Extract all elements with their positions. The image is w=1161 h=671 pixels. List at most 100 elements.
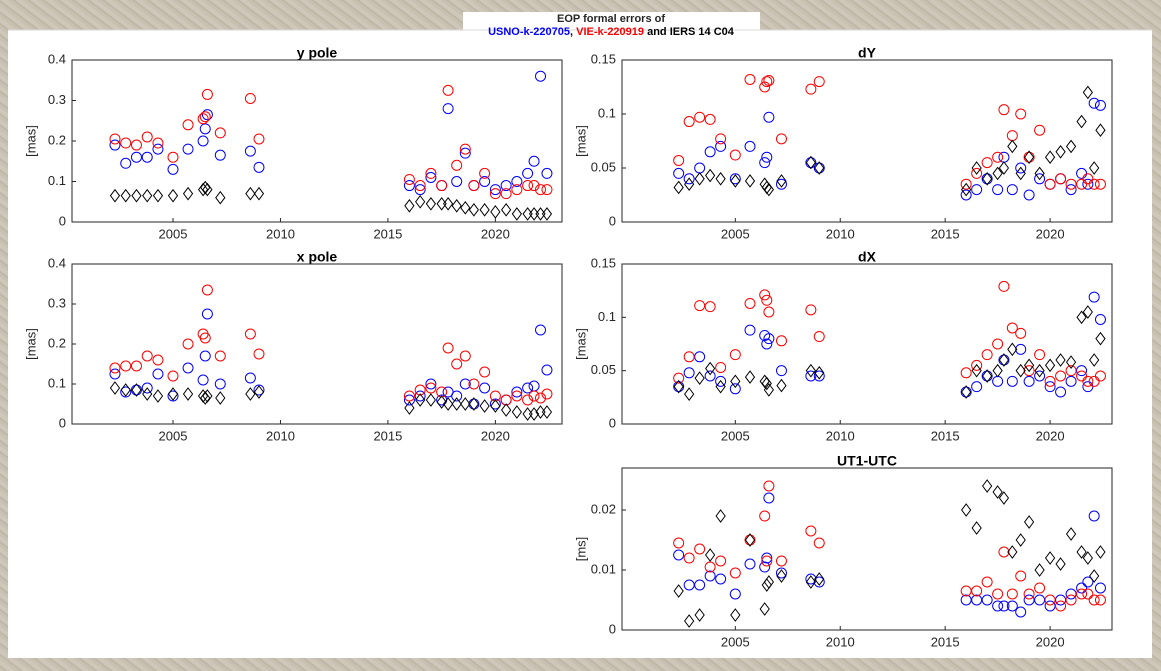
x-tick-label: 2020 — [1036, 226, 1065, 241]
diamond-marker — [1076, 310, 1087, 325]
circle-marker — [414, 390, 426, 402]
diamond-marker — [1015, 533, 1026, 547]
diamond-marker — [490, 399, 501, 413]
circle-marker — [1034, 370, 1046, 382]
y-axis-label: [ms] — [573, 537, 588, 562]
y-tick-label: 0.15 — [591, 51, 616, 66]
diamond-marker — [971, 161, 982, 175]
x-tick-label: 2015 — [931, 634, 960, 649]
circle-marker — [775, 133, 787, 145]
circle-marker — [971, 184, 983, 196]
circle-marker — [813, 370, 825, 382]
circle-marker — [813, 331, 825, 343]
circle-marker — [459, 147, 471, 159]
circle-marker — [729, 173, 741, 185]
circle-marker — [120, 360, 132, 372]
diamond-marker — [715, 379, 726, 394]
circle-marker — [535, 392, 547, 404]
circle-marker — [479, 176, 491, 187]
diamond-marker — [142, 188, 153, 203]
circle-marker — [244, 92, 256, 104]
circle-marker — [998, 546, 1010, 558]
circle-marker — [759, 157, 771, 169]
circle-marker — [425, 378, 437, 390]
diamond-marker — [404, 198, 415, 213]
circle-marker — [1065, 375, 1077, 387]
circle-marker — [1082, 173, 1094, 185]
circle-marker — [451, 358, 463, 370]
diamond-marker — [215, 391, 226, 405]
diamond-marker — [451, 198, 462, 213]
diamond-marker — [763, 575, 775, 589]
circle-marker — [971, 381, 983, 393]
diamond-marker — [1082, 305, 1093, 319]
circle-marker — [522, 382, 534, 394]
diamond-marker — [744, 370, 756, 384]
diamond-marker — [971, 363, 982, 378]
circle-marker — [141, 131, 153, 143]
circle-marker — [1015, 162, 1027, 174]
diamond-marker — [1065, 355, 1077, 369]
diamond-marker — [245, 387, 256, 401]
circle-marker — [141, 350, 153, 362]
circle-marker — [152, 137, 164, 149]
circle-marker — [167, 151, 179, 163]
x-tick-label: 2015 — [931, 428, 960, 443]
circle-marker — [197, 135, 209, 147]
circle-marker — [759, 510, 771, 522]
circle-marker — [1044, 178, 1056, 190]
circle-marker — [522, 180, 534, 192]
circle-marker — [715, 555, 727, 567]
circle-marker — [763, 333, 775, 345]
circle-marker — [500, 188, 512, 200]
diamond-marker — [814, 572, 825, 586]
circle-marker — [511, 176, 523, 187]
y-tick-label: 0.01 — [591, 561, 616, 576]
circle-marker — [992, 600, 1004, 612]
diamond-marker — [202, 182, 213, 197]
diamond-marker — [998, 353, 1010, 367]
circle-marker — [1076, 582, 1088, 594]
diamond-marker — [715, 509, 726, 523]
circle-marker — [1015, 327, 1027, 339]
circle-marker — [109, 368, 121, 380]
diamond-marker — [982, 479, 993, 493]
circle-marker — [500, 180, 512, 192]
circle-marker — [1006, 375, 1018, 387]
circle-marker — [130, 139, 142, 151]
diamond-marker — [1095, 331, 1106, 346]
diamond-marker — [468, 397, 480, 411]
circle-marker — [199, 123, 211, 135]
circle-marker — [763, 111, 775, 123]
diamond-marker — [992, 363, 1003, 378]
circle-marker — [459, 378, 471, 390]
diamond-marker — [1007, 342, 1018, 357]
circle-marker — [683, 116, 695, 128]
diamond-marker — [253, 385, 265, 399]
circle-marker — [1034, 173, 1046, 185]
diamond-marker — [805, 363, 816, 378]
diamond-marker — [776, 174, 787, 188]
circle-marker — [403, 173, 415, 185]
diamond-marker — [479, 203, 490, 217]
circle-marker — [120, 386, 132, 398]
circle-marker — [1076, 167, 1088, 179]
diamond-marker — [197, 389, 209, 403]
diamond-marker — [1007, 545, 1018, 559]
circle-marker — [683, 367, 695, 379]
circle-marker — [694, 579, 706, 591]
circle-marker — [528, 155, 540, 167]
circle-marker — [1023, 375, 1035, 387]
circle-marker — [1006, 600, 1018, 612]
diamond-marker — [1065, 527, 1077, 541]
circle-marker — [971, 167, 983, 179]
axes-box — [621, 467, 1113, 631]
circle-marker — [715, 573, 727, 585]
diamond-marker — [182, 387, 194, 401]
circle-marker — [1055, 370, 1067, 382]
circle-marker — [244, 328, 256, 340]
diamond-marker — [805, 575, 816, 589]
circle-marker — [1023, 588, 1035, 600]
circle-marker — [109, 133, 121, 145]
